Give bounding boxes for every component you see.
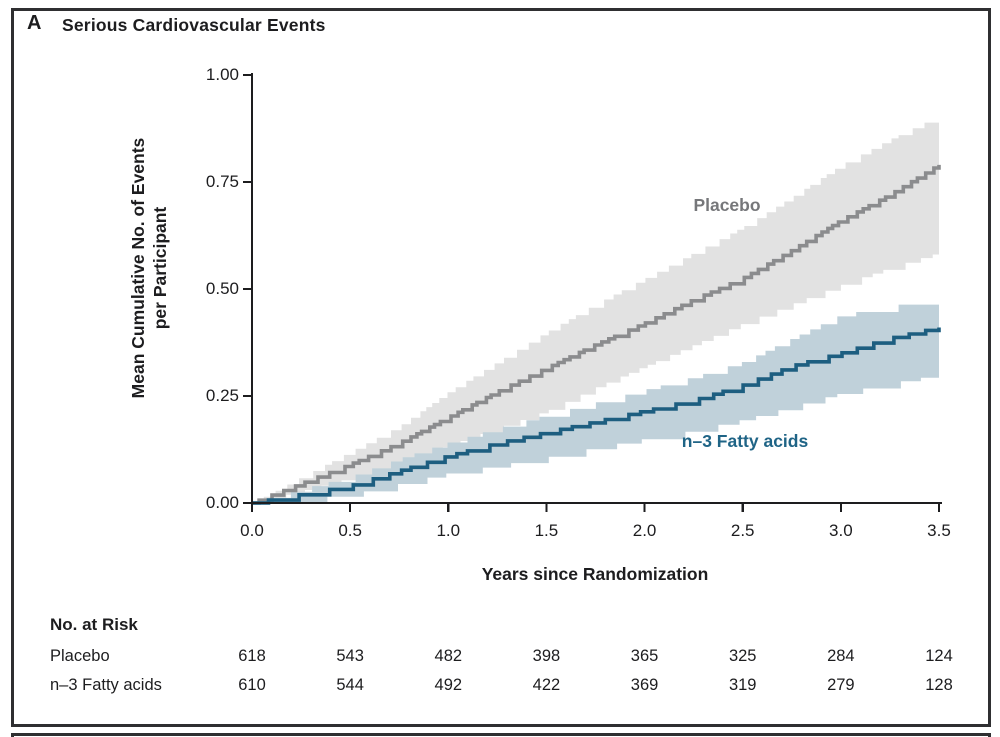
risk-count: 325 (728, 647, 757, 665)
x-tick-label: 3.0 (829, 521, 853, 540)
risk-count: 284 (827, 647, 855, 665)
y-tick-label: 1.00 (205, 65, 239, 84)
x-tick-label: 0.5 (338, 521, 362, 540)
y-tick-label: 0.50 (205, 279, 239, 298)
risk-count: 319 (728, 676, 757, 694)
risk-row-label: n–3 Fatty acids (50, 676, 162, 694)
risk-count: 544 (336, 676, 364, 694)
risk-count: 543 (336, 647, 364, 665)
risk-row-label: Placebo (50, 647, 110, 665)
x-tick-label: 1.0 (436, 521, 461, 540)
x-axis-title: Years since Randomization (481, 564, 709, 584)
x-tick-label: 0.0 (240, 521, 264, 540)
curve-label-n3: n–3 Fatty acids (681, 431, 809, 451)
risk-count: 128 (925, 676, 953, 694)
y-axis-title-line2: per Participant (150, 206, 171, 330)
y-tick-label: 0.00 (205, 493, 239, 512)
x-tick-label: 2.5 (730, 521, 755, 540)
x-tick-label: 1.5 (534, 521, 559, 540)
risk-count: 369 (630, 676, 659, 694)
x-tick-label: 2.0 (632, 521, 657, 540)
risk-count: 365 (630, 647, 659, 665)
y-tick-label: 0.25 (205, 386, 239, 405)
risk-table-heading: No. at Risk (50, 615, 138, 634)
panel-letter: A (27, 12, 42, 34)
risk-count: 618 (238, 647, 266, 665)
risk-count: 482 (434, 647, 463, 665)
curve-label-placebo: Placebo (693, 195, 761, 215)
next-panel-top-border (11, 733, 991, 737)
risk-count: 279 (827, 676, 855, 694)
risk-count: 610 (238, 676, 266, 694)
y-axis-title: Mean Cumulative No. of Events per Partic… (127, 58, 173, 478)
risk-count: 398 (532, 647, 561, 665)
risk-count: 492 (434, 676, 463, 694)
panel-title: Serious Cardiovascular Events (62, 15, 326, 35)
risk-count: 422 (532, 676, 561, 694)
y-axis-title-line1: Mean Cumulative No. of Events (128, 137, 148, 399)
y-tick-label: 0.75 (205, 172, 239, 191)
risk-count: 124 (925, 647, 953, 665)
x-tick-label: 3.5 (927, 521, 951, 540)
